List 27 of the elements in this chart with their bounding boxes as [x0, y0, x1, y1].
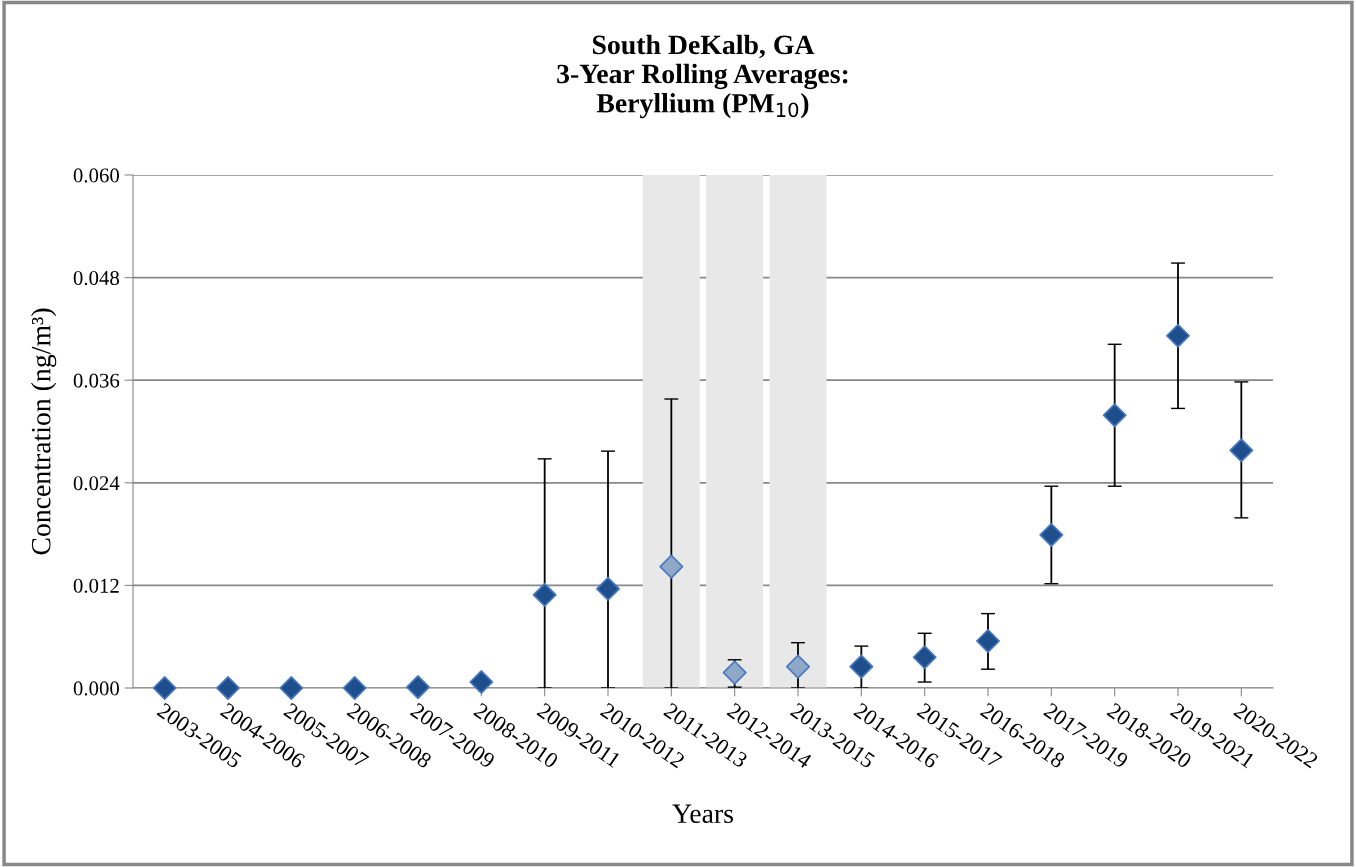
point: [532, 582, 557, 607]
point: [595, 576, 621, 601]
x-axis-title: Years: [672, 804, 733, 824]
point: [912, 645, 937, 670]
chart-title: South DeKalb, GA 3-Year Rolling Averages: Beryllium (PM$_{10}$): [557, 34, 848, 119]
point: [342, 675, 367, 701]
y-axis-title: Concentration (ng/m³): [30, 308, 57, 555]
y-tick-label: 0.036: [73, 373, 120, 388]
y-tick-label: 0.024: [73, 476, 120, 491]
point: [215, 675, 241, 701]
point: [405, 675, 431, 700]
point: [659, 554, 684, 579]
y-tick-label: 0.048: [73, 270, 120, 286]
point: [849, 654, 874, 679]
point: [975, 628, 1001, 654]
point: [1102, 403, 1127, 428]
y-tick-label: 0.012: [73, 578, 119, 593]
point: [1165, 323, 1191, 348]
point: [152, 675, 177, 701]
point: [785, 654, 811, 679]
y-tick-label: 0.000: [73, 681, 120, 696]
y-tick-label: 0.060: [73, 168, 120, 183]
point: [722, 660, 747, 685]
point: [469, 669, 494, 695]
point: [279, 675, 304, 701]
point: [1229, 438, 1254, 463]
point: [1039, 522, 1064, 547]
